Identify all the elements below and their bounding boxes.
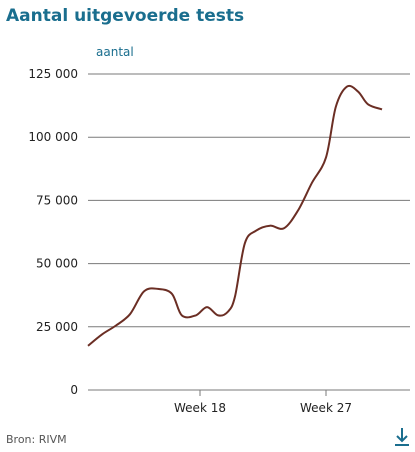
series-line xyxy=(87,84,383,347)
x-tick-labels: Week 18 Week 27 xyxy=(174,390,352,415)
y-tick-label: 125 000 xyxy=(28,67,78,81)
y-tick-label: 75 000 xyxy=(36,193,78,207)
y-tick-label: 50 000 xyxy=(36,257,78,271)
x-tick-label: Week 18 xyxy=(174,401,226,415)
y-tick-label: 0 xyxy=(70,383,78,397)
gridlines xyxy=(88,73,410,391)
y-tick-label: 25 000 xyxy=(36,320,78,334)
y-axis-label: aantal xyxy=(96,45,134,59)
source-note: Bron: RIVM xyxy=(6,433,67,446)
series-group xyxy=(87,84,383,347)
y-tick-label: 100 000 xyxy=(28,130,78,144)
y-tick-labels: 0 25 000 50 000 75 000 100 000 125 000 xyxy=(28,67,78,397)
chart-title: Aantal uitgevoerde tests xyxy=(6,6,245,26)
download-icon[interactable] xyxy=(393,426,411,448)
x-tick-label: Week 27 xyxy=(300,401,352,415)
